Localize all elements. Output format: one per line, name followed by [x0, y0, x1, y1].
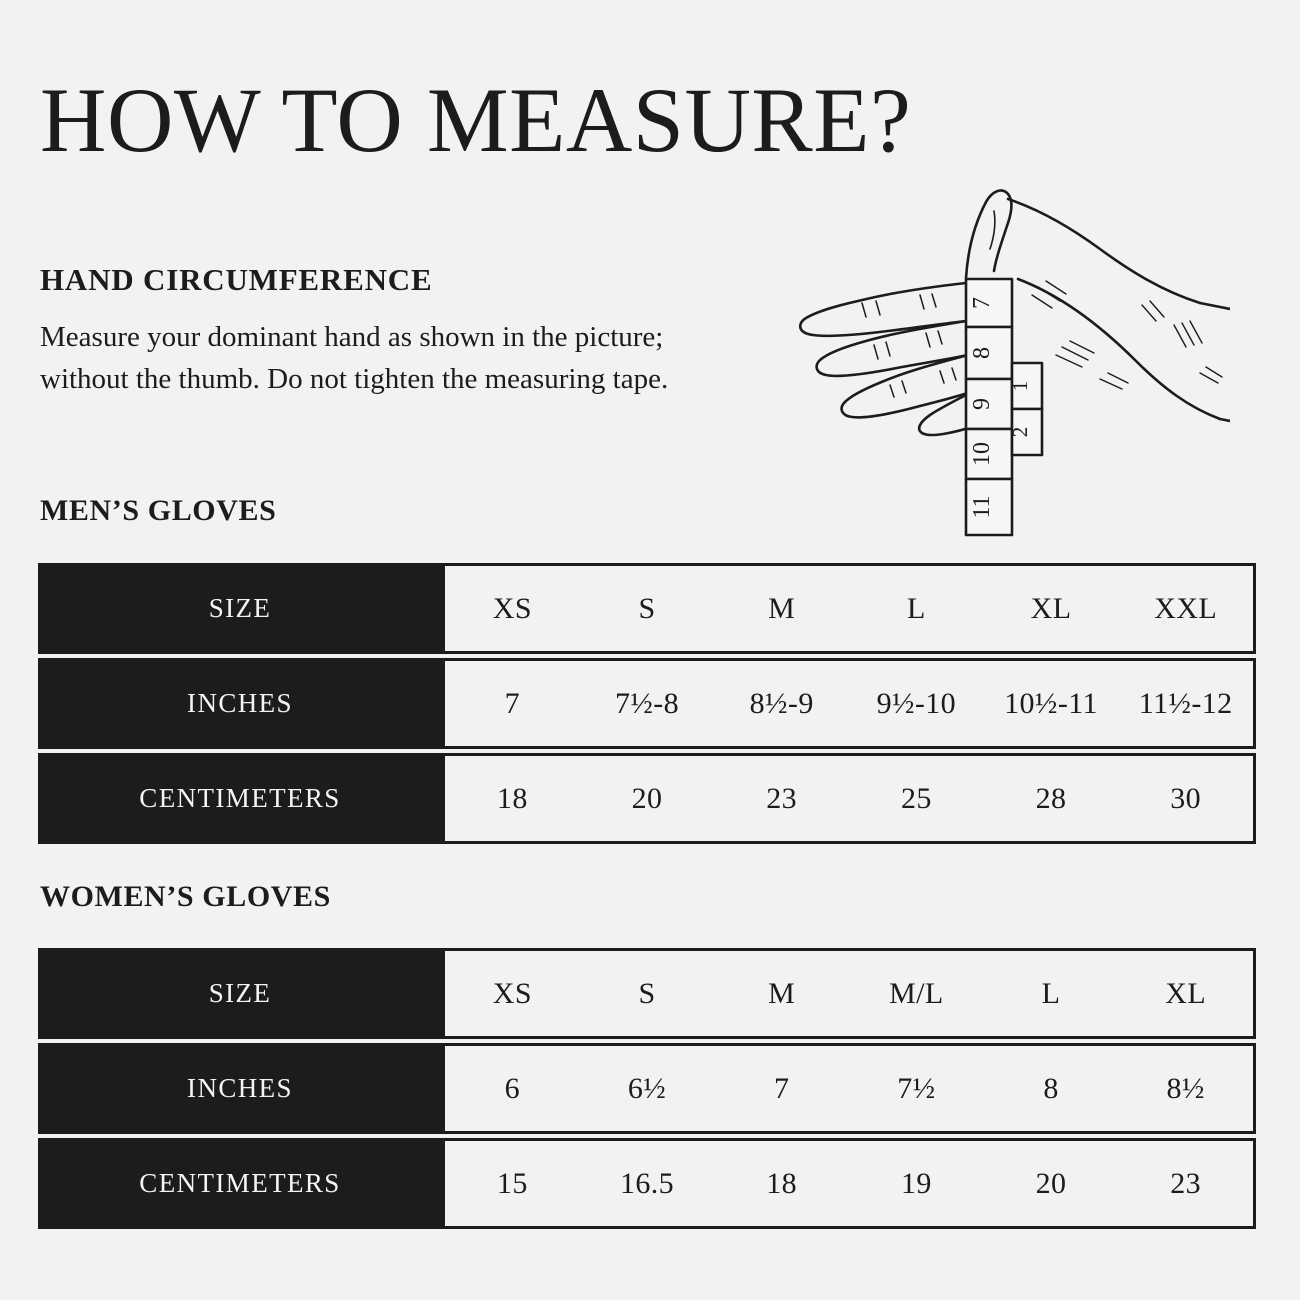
table-cell: 6 — [504, 1071, 521, 1105]
table-cell: 15 — [496, 1166, 528, 1200]
row-label-size: SIZE — [38, 948, 442, 1039]
row-label-inches: INCHES — [38, 1043, 442, 1134]
table-cell: 8½-9 — [749, 686, 814, 720]
table-row: SIZE XS S M M/L L XL — [38, 948, 1256, 1039]
row-values: XS S M M/L L XL — [442, 948, 1256, 1039]
row-values: 18 20 23 25 28 30 — [442, 753, 1256, 844]
tape-overlap-number-1: 1 — [1008, 381, 1032, 392]
row-values: 15 16.5 18 19 20 23 — [442, 1138, 1256, 1229]
table-cell: S — [638, 976, 656, 1010]
table-cell: 20 — [631, 781, 663, 815]
table-cell: 10½-11 — [1004, 686, 1098, 720]
row-values: XS S M L XL XXL — [442, 563, 1256, 654]
table-cell: 18 — [496, 781, 528, 815]
table-cell: M — [768, 976, 796, 1010]
table-cell: 11½-12 — [1138, 686, 1233, 720]
row-label-centimeters: CENTIMETERS — [38, 1138, 442, 1229]
table-cell: XL — [1165, 976, 1207, 1010]
womens-gloves-heading: WOMEN’S GLOVES — [40, 880, 331, 913]
table-cell: 6½ — [627, 1071, 667, 1105]
table-cell: XS — [492, 591, 532, 625]
tape-number-8: 8 — [969, 347, 995, 359]
table-cell: 7 — [773, 1071, 790, 1105]
table-cell: 9½-10 — [876, 686, 957, 720]
table-cell: 25 — [900, 781, 932, 815]
table-cell: L — [906, 591, 926, 625]
table-row: SIZE XS S M L XL XXL — [38, 563, 1256, 654]
row-label-inches: INCHES — [38, 658, 442, 749]
hand-measuring-illustration: 7 8 9 10 11 1 2 — [770, 175, 1230, 540]
row-label-size: SIZE — [38, 563, 442, 654]
tape-number-9: 9 — [969, 398, 995, 410]
table-cell: 16.5 — [619, 1166, 675, 1200]
table-cell: M/L — [889, 976, 944, 1010]
table-cell: 19 — [900, 1166, 932, 1200]
womens-gloves-table: SIZE XS S M M/L L XL INCHES 6 6½ 7 7½ 8 … — [38, 948, 1256, 1229]
row-values: 7 7½-8 8½-9 9½-10 10½-11 11½-12 — [442, 658, 1256, 749]
hand-circumference-heading: HAND CIRCUMFERENCE — [40, 262, 433, 297]
table-cell: 28 — [1035, 781, 1067, 815]
mens-gloves-heading: MEN’S GLOVES — [40, 494, 277, 527]
table-cell: 30 — [1170, 781, 1202, 815]
table-cell: M — [768, 591, 796, 625]
table-row: INCHES 7 7½-8 8½-9 9½-10 10½-11 11½-12 — [38, 658, 1256, 749]
table-cell: 7½-8 — [614, 686, 680, 720]
table-cell: 8 — [1043, 1071, 1059, 1105]
table-cell: L — [1041, 976, 1061, 1010]
hand-circumference-instructions: Measure your dominant hand as shown in t… — [40, 321, 669, 396]
table-row: CENTIMETERS 18 20 23 25 28 30 — [38, 753, 1256, 844]
table-cell: 23 — [766, 781, 798, 815]
tape-number-11: 11 — [969, 495, 995, 518]
table-cell: 8½ — [1166, 1071, 1205, 1105]
table-cell: 20 — [1035, 1166, 1067, 1200]
row-label-centimeters: CENTIMETERS — [38, 753, 442, 844]
table-cell: 18 — [766, 1166, 798, 1200]
mens-gloves-table: SIZE XS S M L XL XXL INCHES 7 7½-8 8½-9 … — [38, 563, 1256, 844]
table-cell: S — [638, 591, 656, 625]
table-cell: XL — [1030, 591, 1072, 625]
tape-number-10: 10 — [969, 442, 995, 466]
tape-overlap-number-2: 2 — [1008, 427, 1032, 438]
table-cell: 7 — [504, 686, 521, 720]
tape-number-7: 7 — [969, 297, 995, 309]
table-cell: 23 — [1170, 1166, 1202, 1200]
row-values: 6 6½ 7 7½ 8 8½ — [442, 1043, 1256, 1134]
table-cell: XXL — [1154, 591, 1218, 625]
page-title: HOW TO MEASURE? — [40, 69, 912, 171]
table-row: CENTIMETERS 15 16.5 18 19 20 23 — [38, 1138, 1256, 1229]
table-cell: 7½ — [897, 1071, 936, 1105]
table-cell: XS — [492, 976, 532, 1010]
table-row: INCHES 6 6½ 7 7½ 8 8½ — [38, 1043, 1256, 1134]
